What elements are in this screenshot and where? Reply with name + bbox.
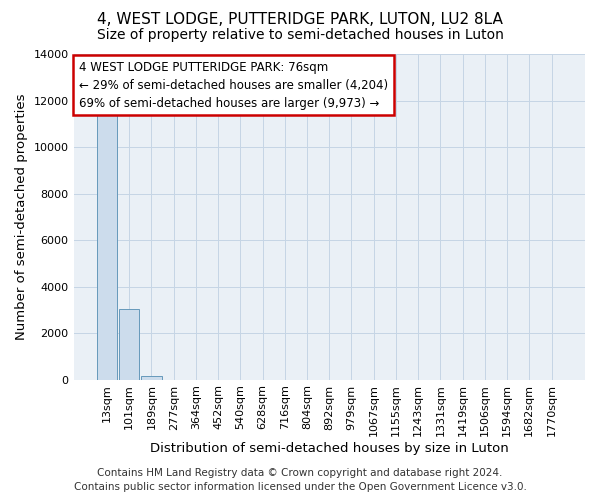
Bar bbox=[141, 376, 161, 380]
Text: 4 WEST LODGE PUTTERIDGE PARK: 76sqm
← 29% of semi-detached houses are smaller (4: 4 WEST LODGE PUTTERIDGE PARK: 76sqm ← 29… bbox=[79, 60, 388, 110]
Text: 4, WEST LODGE, PUTTERIDGE PARK, LUTON, LU2 8LA: 4, WEST LODGE, PUTTERIDGE PARK, LUTON, L… bbox=[97, 12, 503, 28]
Bar bbox=[97, 114, 117, 380]
Y-axis label: Number of semi-detached properties: Number of semi-detached properties bbox=[15, 94, 28, 340]
Bar bbox=[119, 308, 139, 380]
Text: Contains HM Land Registry data © Crown copyright and database right 2024.
Contai: Contains HM Land Registry data © Crown c… bbox=[74, 468, 526, 492]
Text: Size of property relative to semi-detached houses in Luton: Size of property relative to semi-detach… bbox=[97, 28, 503, 42]
X-axis label: Distribution of semi-detached houses by size in Luton: Distribution of semi-detached houses by … bbox=[150, 442, 509, 455]
